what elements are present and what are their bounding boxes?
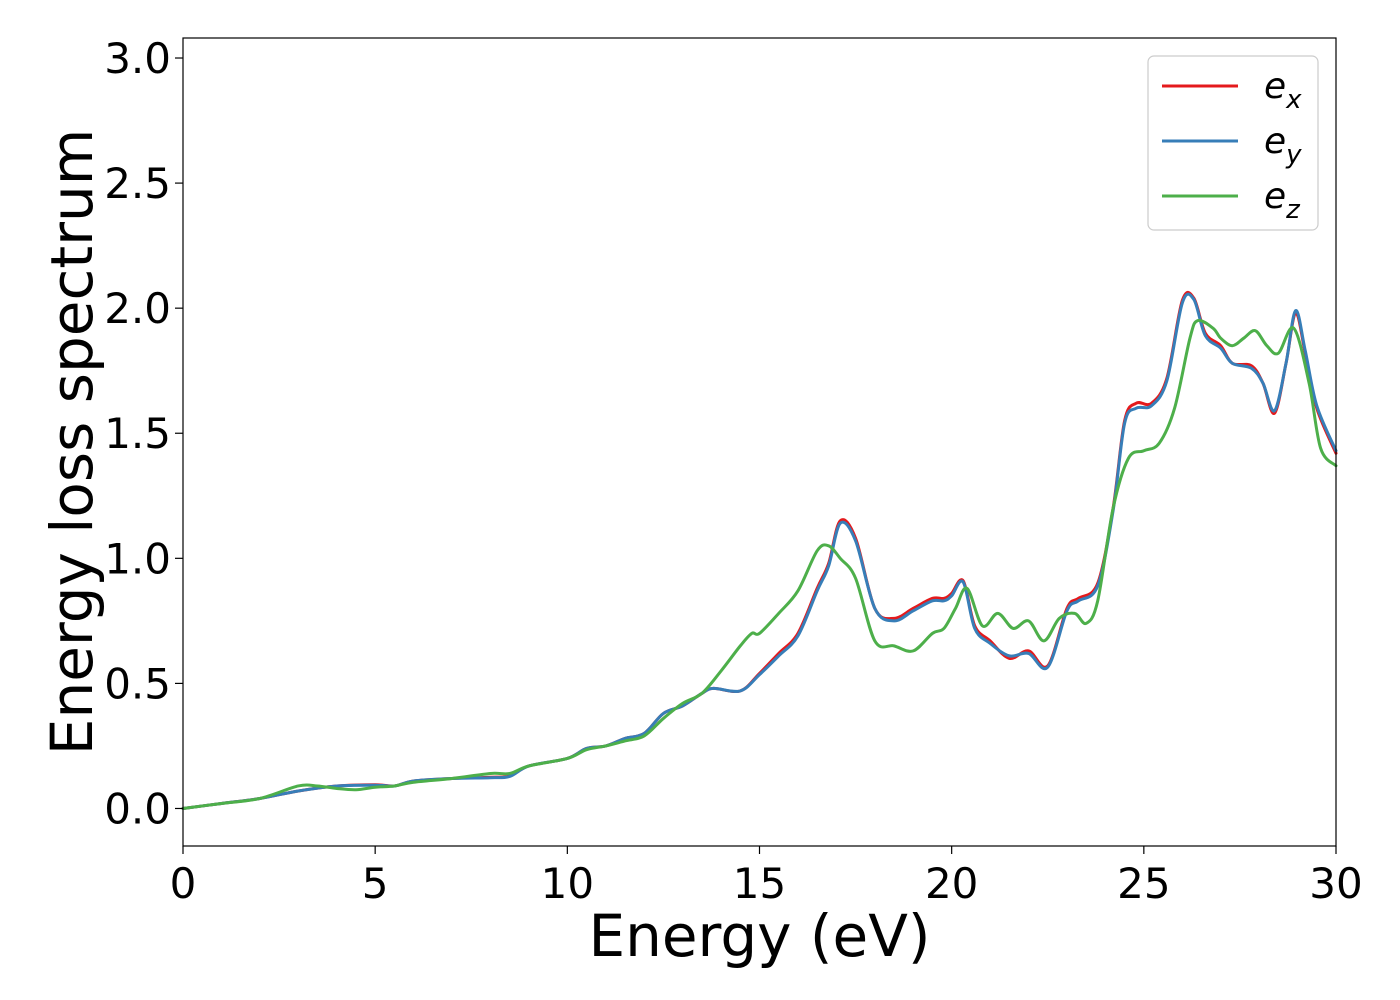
x-tick-label: 25: [1117, 859, 1170, 908]
x-axis-label: Energy (eV): [588, 902, 930, 970]
series-layer: [181, 290, 1338, 810]
y-tick-label: 0.0: [104, 784, 171, 833]
legend-label: ey: [1264, 121, 1302, 170]
x-tick-label: 5: [362, 859, 389, 908]
y-tick-label: 0.5: [104, 659, 171, 708]
y-tick-label: 1.5: [104, 409, 171, 458]
legend-label-base: e: [1264, 176, 1286, 217]
y-axis-label: Energy loss spectrum: [38, 129, 106, 755]
legend-label: ez: [1264, 176, 1301, 225]
legend-label-base: e: [1264, 66, 1286, 107]
series-line-e-z: [181, 318, 1338, 810]
x-tick-label: 15: [733, 859, 786, 908]
x-tick-label: 30: [1309, 859, 1362, 908]
x-tick-label: 10: [541, 859, 594, 908]
series-line-e-y: [181, 292, 1338, 810]
y-axis-ticks: 0.0 0.5 1.0 1.5 2.0 2.5 3.0: [104, 34, 183, 833]
legend-label-subscript: y: [1285, 140, 1302, 170]
legend-box: [1147, 55, 1319, 231]
legend-label-subscript: z: [1285, 195, 1301, 225]
y-tick-label: 3.0: [104, 34, 171, 83]
y-tick-label: 2.5: [104, 159, 171, 208]
legend-label: ex: [1264, 66, 1302, 115]
y-tick-label: 1.0: [104, 534, 171, 583]
x-tick-label: 0: [170, 859, 197, 908]
legend-label-base: e: [1264, 121, 1286, 162]
y-tick-label: 2.0: [104, 284, 171, 333]
x-axis-ticks: 0 5 10 15 20 25 30: [170, 846, 1363, 908]
legend-label-subscript: x: [1285, 85, 1302, 115]
x-tick-label: 20: [925, 859, 978, 908]
